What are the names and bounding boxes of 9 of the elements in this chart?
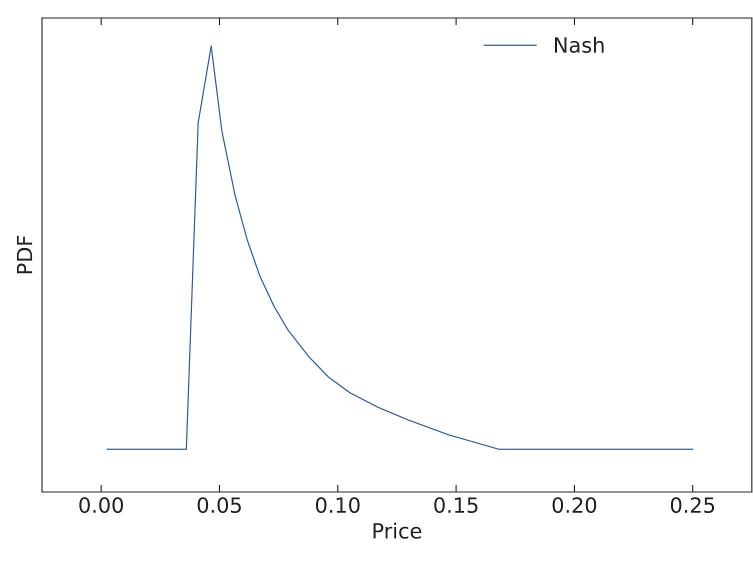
y-axis-title: PDF [16,236,32,274]
x-tick-label: 0.10 [316,497,360,513]
x-tick-label: 0.20 [552,497,596,513]
x-tick-label: 0.05 [198,497,241,513]
x-tick-label: 0.00 [79,497,123,513]
legend-label: Nash [554,36,604,53]
x-tick-label: 0.25 [670,497,714,513]
x-tick-label: 0.15 [434,497,478,513]
x-axis-title: Price [374,522,422,539]
